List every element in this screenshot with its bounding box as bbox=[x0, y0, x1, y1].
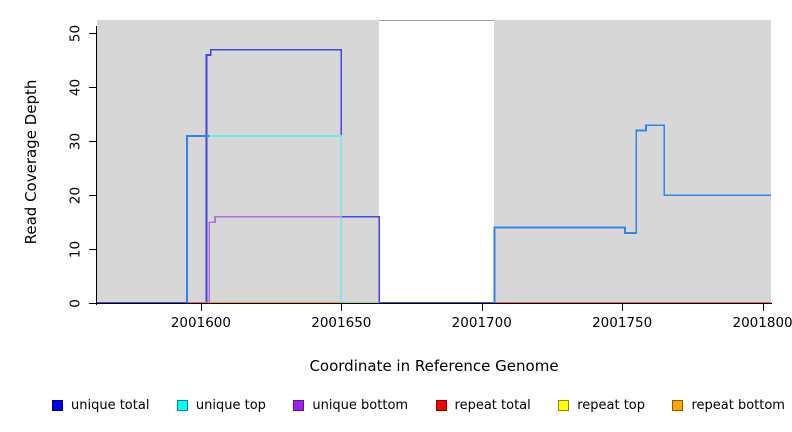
legend-swatch-repeat-total bbox=[435, 399, 447, 411]
legend-label: repeat top bbox=[577, 397, 645, 413]
x-tick bbox=[622, 304, 624, 311]
y-tick bbox=[89, 141, 96, 143]
series-lines bbox=[97, 48, 771, 303]
legend-item-repeat-total: repeat total bbox=[435, 397, 531, 413]
y-tick-label: 20 bbox=[67, 186, 84, 204]
legend-swatch-unique-bottom bbox=[293, 399, 305, 411]
x-tick-label: 2001750 bbox=[592, 315, 653, 331]
legend-swatch-unique-total bbox=[52, 399, 63, 411]
x-tick-label: 2001650 bbox=[311, 315, 372, 331]
y-tick bbox=[89, 249, 96, 251]
y-tick bbox=[89, 87, 96, 89]
x-axis-title: Coordinate in Reference Genome bbox=[309, 357, 559, 375]
coverage-blue-line-left bbox=[186, 135, 210, 303]
legend-item-unique-top: unique top bbox=[176, 397, 266, 413]
x-tick-label: 2001600 bbox=[170, 315, 231, 331]
x-tick-label: 2001800 bbox=[732, 315, 792, 331]
y-tick bbox=[89, 33, 96, 35]
legend-label: unique total bbox=[71, 397, 150, 413]
legend-item-repeat-bottom: repeat bottom bbox=[672, 398, 785, 413]
x-tick bbox=[481, 304, 483, 311]
y-axis-title: Read Coverage Depth bbox=[22, 79, 40, 245]
unique-top-line bbox=[209, 135, 343, 303]
plot-area bbox=[97, 20, 771, 303]
legend-label: unique top bbox=[195, 397, 266, 413]
y-tick-label: 10 bbox=[67, 240, 84, 258]
legend-item-repeat-top: repeat top bbox=[558, 398, 645, 413]
highlight-band bbox=[379, 20, 495, 303]
x-tick bbox=[762, 304, 764, 311]
unique-total-line bbox=[97, 48, 495, 303]
legend-swatch-repeat-bottom bbox=[672, 399, 684, 411]
legend-swatch-unique-top bbox=[176, 399, 188, 411]
y-tick-label: 30 bbox=[67, 132, 84, 150]
legend-item-unique-bottom: unique bottom bbox=[293, 398, 408, 413]
y-tick-label: 0 bbox=[67, 298, 84, 308]
unique-bottom-line bbox=[208, 215, 342, 303]
y-axis-line bbox=[96, 26, 97, 305]
legend-swatch-repeat-top bbox=[558, 399, 570, 411]
x-tick bbox=[341, 304, 343, 311]
legend-item-unique-total: unique total bbox=[52, 398, 149, 413]
x-tick-label: 2001700 bbox=[451, 315, 512, 331]
y-tick-label: 50 bbox=[67, 24, 84, 43]
legend-label: repeat total bbox=[454, 397, 531, 413]
y-tick bbox=[89, 303, 96, 304]
coverage-blue-line-right bbox=[493, 124, 771, 303]
y-tick-label: 40 bbox=[67, 78, 84, 96]
legend: unique total unique top unique bottom repea… bbox=[52, 394, 785, 416]
x-axis-line bbox=[96, 303, 772, 304]
legend-label: repeat bottom bbox=[691, 397, 785, 413]
x-tick bbox=[200, 304, 202, 311]
y-tick bbox=[89, 195, 96, 197]
legend-label: unique bottom bbox=[312, 397, 409, 413]
